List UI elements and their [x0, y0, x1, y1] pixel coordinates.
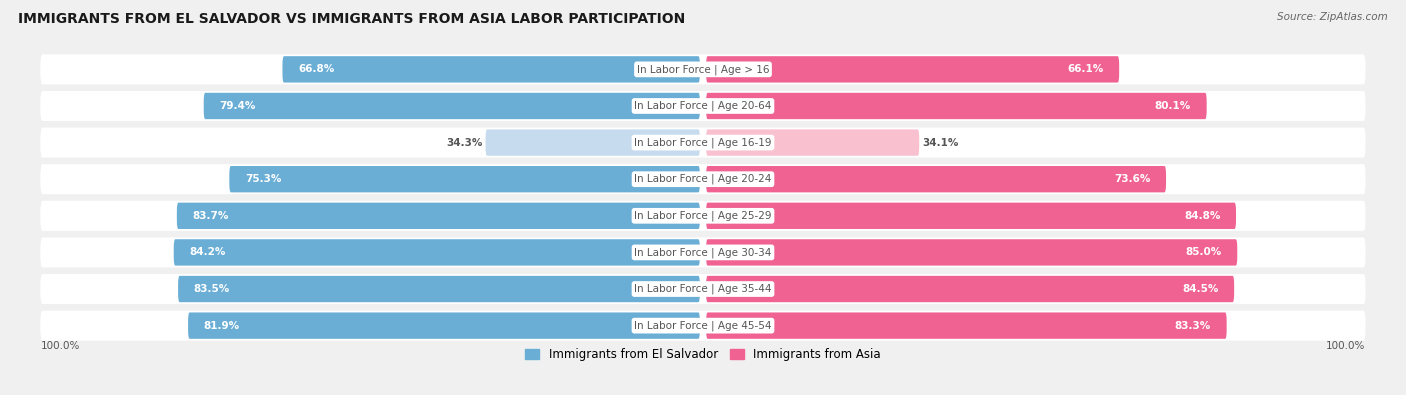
Text: 34.1%: 34.1% [922, 137, 959, 148]
FancyBboxPatch shape [41, 276, 703, 302]
FancyBboxPatch shape [41, 312, 703, 339]
Text: 100.0%: 100.0% [1326, 341, 1365, 351]
Text: In Labor Force | Age > 16: In Labor Force | Age > 16 [637, 64, 769, 75]
FancyBboxPatch shape [706, 203, 1236, 229]
FancyBboxPatch shape [41, 201, 1365, 231]
FancyBboxPatch shape [41, 93, 703, 119]
FancyBboxPatch shape [41, 274, 1365, 304]
Text: 83.7%: 83.7% [193, 211, 229, 221]
Text: In Labor Force | Age 20-24: In Labor Force | Age 20-24 [634, 174, 772, 184]
Text: 66.8%: 66.8% [298, 64, 335, 74]
FancyBboxPatch shape [41, 310, 1365, 340]
FancyBboxPatch shape [485, 130, 700, 156]
FancyBboxPatch shape [706, 239, 1237, 265]
FancyBboxPatch shape [229, 166, 700, 192]
FancyBboxPatch shape [188, 312, 700, 339]
Text: 34.3%: 34.3% [446, 137, 482, 148]
FancyBboxPatch shape [283, 56, 700, 83]
Text: 79.4%: 79.4% [219, 101, 256, 111]
FancyBboxPatch shape [41, 166, 703, 192]
Text: In Labor Force | Age 30-34: In Labor Force | Age 30-34 [634, 247, 772, 258]
Text: In Labor Force | Age 35-44: In Labor Force | Age 35-44 [634, 284, 772, 294]
Text: 84.2%: 84.2% [190, 247, 226, 258]
Text: 66.1%: 66.1% [1067, 64, 1104, 74]
Text: 75.3%: 75.3% [245, 174, 281, 184]
FancyBboxPatch shape [706, 56, 1119, 83]
Text: In Labor Force | Age 20-64: In Labor Force | Age 20-64 [634, 101, 772, 111]
Legend: Immigrants from El Salvador, Immigrants from Asia: Immigrants from El Salvador, Immigrants … [520, 343, 886, 366]
Text: 84.8%: 84.8% [1184, 211, 1220, 221]
FancyBboxPatch shape [706, 130, 920, 156]
Text: Source: ZipAtlas.com: Source: ZipAtlas.com [1277, 12, 1388, 22]
FancyBboxPatch shape [41, 130, 703, 156]
FancyBboxPatch shape [41, 164, 1365, 194]
FancyBboxPatch shape [706, 312, 1226, 339]
FancyBboxPatch shape [706, 166, 1166, 192]
FancyBboxPatch shape [706, 276, 1234, 302]
Text: 83.3%: 83.3% [1175, 321, 1211, 331]
Text: 100.0%: 100.0% [41, 341, 80, 351]
Text: IMMIGRANTS FROM EL SALVADOR VS IMMIGRANTS FROM ASIA LABOR PARTICIPATION: IMMIGRANTS FROM EL SALVADOR VS IMMIGRANT… [18, 12, 686, 26]
FancyBboxPatch shape [41, 203, 703, 229]
FancyBboxPatch shape [41, 237, 1365, 267]
Text: In Labor Force | Age 45-54: In Labor Force | Age 45-54 [634, 320, 772, 331]
Text: 80.1%: 80.1% [1154, 101, 1191, 111]
FancyBboxPatch shape [41, 91, 1365, 121]
FancyBboxPatch shape [179, 276, 700, 302]
FancyBboxPatch shape [41, 239, 703, 265]
FancyBboxPatch shape [174, 239, 700, 265]
FancyBboxPatch shape [177, 203, 700, 229]
FancyBboxPatch shape [41, 55, 1365, 85]
Text: 73.6%: 73.6% [1114, 174, 1150, 184]
Text: In Labor Force | Age 25-29: In Labor Force | Age 25-29 [634, 211, 772, 221]
FancyBboxPatch shape [204, 93, 700, 119]
Text: 83.5%: 83.5% [194, 284, 231, 294]
Text: 81.9%: 81.9% [204, 321, 240, 331]
Text: 84.5%: 84.5% [1182, 284, 1219, 294]
FancyBboxPatch shape [41, 56, 703, 83]
FancyBboxPatch shape [706, 93, 1206, 119]
Text: In Labor Force | Age 16-19: In Labor Force | Age 16-19 [634, 137, 772, 148]
Text: 85.0%: 85.0% [1185, 247, 1222, 258]
FancyBboxPatch shape [41, 128, 1365, 158]
